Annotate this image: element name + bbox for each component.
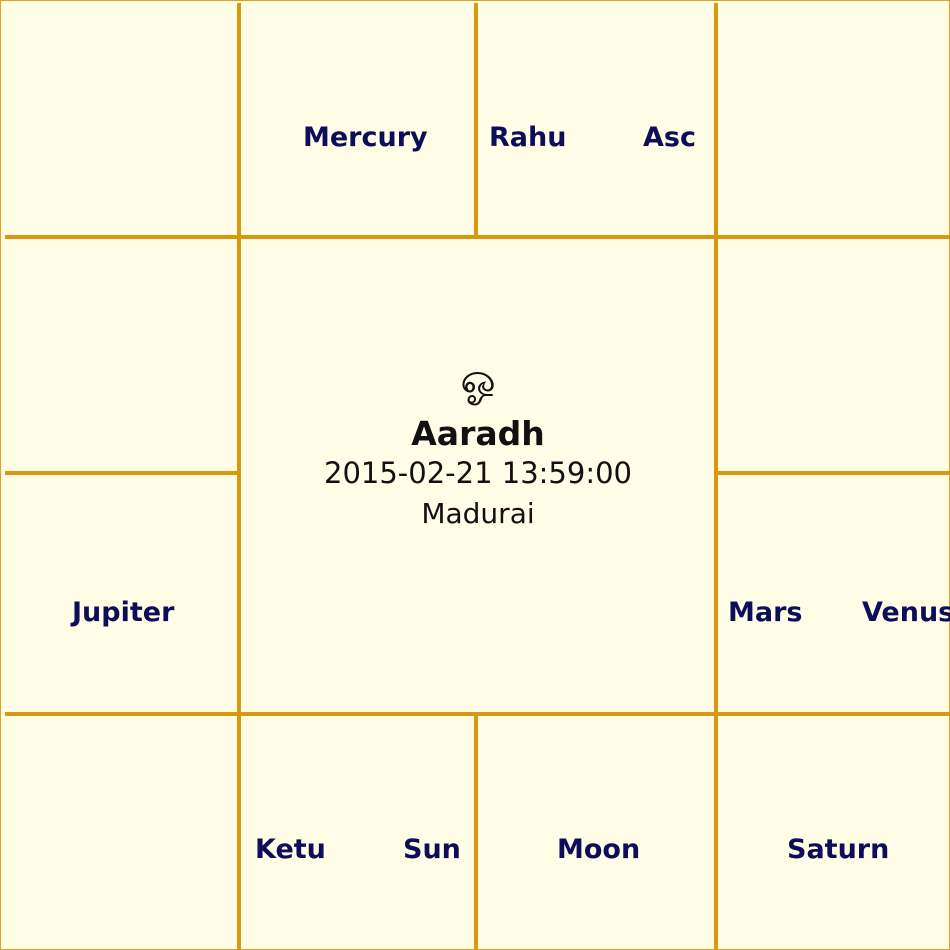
grid-line-v3 [714,3,718,949]
planet-label-mars: Mars [728,597,803,628]
planet-label-jupiter: Jupiter [72,597,175,628]
chart-place: Madurai [421,497,535,530]
chart-datetime: 2015-02-21 13:59:00 [324,456,632,490]
grid-line-v2-bottom [474,712,478,949]
grid-line-v1 [237,3,241,949]
planet-label-mercury: Mercury [303,122,428,153]
grid-line-h2-right [715,471,950,475]
grid-line-v2-top [474,3,478,237]
grid-line-h1 [5,235,950,239]
chart-name: Aaradh [411,414,545,453]
om-symbol: ஓ [460,354,496,403]
planet-label-venus: Venus [862,597,950,628]
planet-label-rahu: Rahu [489,122,567,153]
planet-label-moon: Moon [557,834,641,865]
planet-label-ketu: Ketu [255,834,326,865]
planet-label-asc: Asc [643,122,696,153]
planet-label-saturn: Saturn [787,834,890,865]
planet-label-sun: Sun [403,834,461,865]
grid-line-h2-left [5,471,239,475]
